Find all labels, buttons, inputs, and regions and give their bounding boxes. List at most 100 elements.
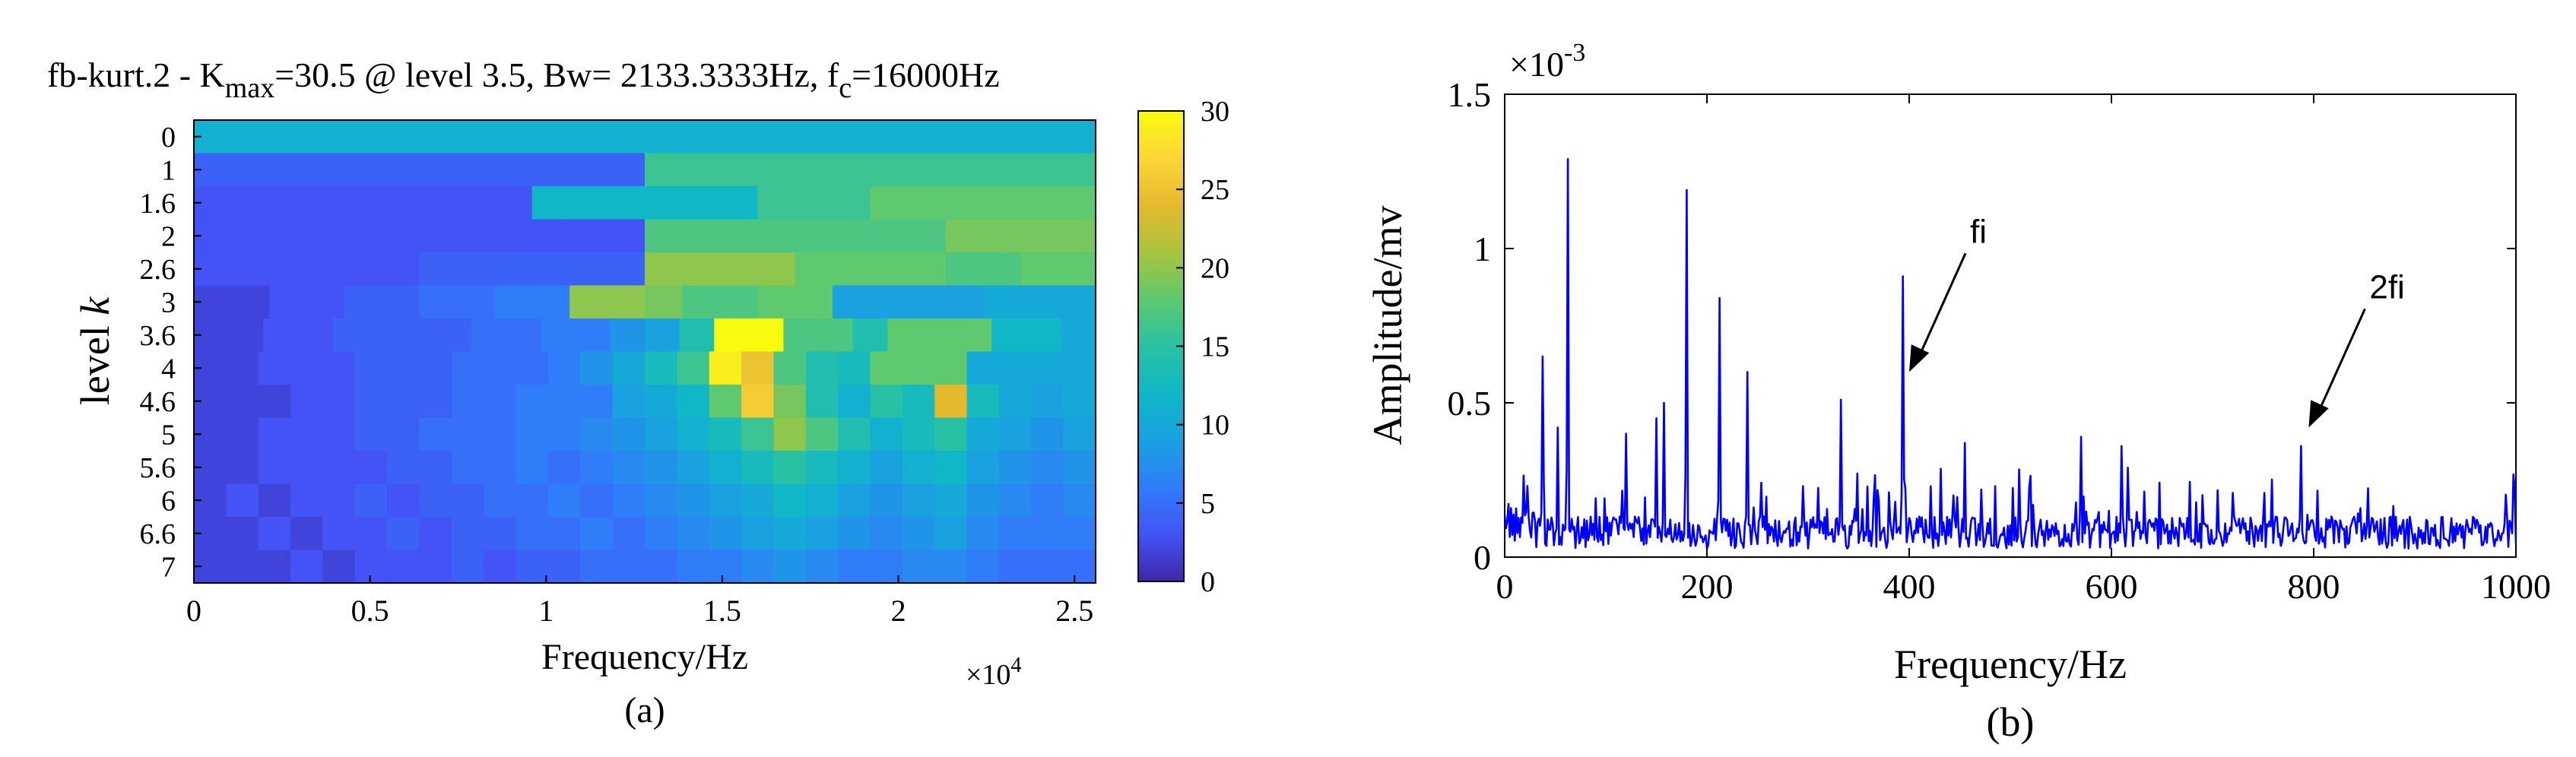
level-tick-label: 2 — [161, 220, 176, 252]
heatmap-cell — [531, 285, 570, 319]
annotation-arrow-head — [1909, 344, 1930, 372]
heatmap-cell — [805, 517, 839, 551]
heatmap-cell — [354, 517, 388, 551]
freq-tick-label: 0 — [186, 594, 201, 628]
colorbar-tick-label: 25 — [1201, 174, 1229, 206]
annotation-arrow-head — [2308, 400, 2329, 428]
heatmap-cell — [354, 483, 388, 518]
heatmap-cell — [966, 385, 1000, 419]
heatmap-cell — [741, 451, 775, 485]
heatmap-cell — [773, 483, 807, 518]
heatmap-cell — [419, 351, 452, 385]
heatmap-cell — [610, 318, 646, 353]
heatmap-cell — [709, 385, 742, 419]
heatmap-cell — [966, 451, 1000, 485]
heatmap-cell — [419, 186, 533, 220]
heatmap-cell — [934, 550, 968, 584]
heatmap-cell — [228, 318, 264, 353]
spectrum-y-tick-label: 0.5 — [1448, 384, 1492, 423]
heatmap-cell — [645, 219, 721, 253]
heatmap-cell — [870, 417, 903, 451]
heatmap-cell — [645, 186, 758, 220]
heatmap-cell — [805, 483, 839, 518]
heatmap-cell — [367, 318, 403, 353]
heatmap-cell — [471, 318, 507, 353]
heatmap-cell — [838, 483, 871, 518]
spectrum-x-tick-label: 1000 — [2481, 567, 2551, 606]
spectrum-x-tick-label: 400 — [1883, 567, 1936, 606]
heatmap-cell — [645, 153, 871, 187]
heatmap-cell — [966, 550, 1000, 584]
heatmap-cell — [1020, 252, 1096, 287]
level-tick-label: 5 — [161, 419, 176, 451]
heatmap-cell — [344, 219, 420, 253]
heatmap-cell — [998, 385, 1032, 419]
heatmap-cell — [741, 517, 775, 551]
heatmap-cell — [870, 252, 946, 287]
heatmap-cell — [966, 517, 1000, 551]
heatmap-cell — [741, 417, 775, 451]
level-tick-label: 1 — [161, 154, 176, 186]
heatmap-cell — [547, 483, 581, 518]
heatmap-cell — [741, 550, 775, 584]
heatmap-cell — [580, 550, 614, 584]
spectrum-x-tick-label: 0 — [1496, 567, 1514, 606]
heatmap-cell — [451, 517, 484, 551]
level-tick-label: 3 — [161, 287, 176, 318]
heatmap-cell — [838, 451, 871, 485]
heatmap-cell — [714, 318, 750, 353]
heatmap-cell — [419, 517, 452, 551]
heatmap-cell — [322, 517, 356, 551]
heatmap-cell — [795, 285, 833, 319]
heatmap-cell — [902, 417, 935, 451]
heatmap-cell — [290, 451, 324, 485]
heatmap-cell — [907, 285, 946, 319]
heatmap-cell — [1031, 550, 1064, 584]
heatmap-cell — [709, 351, 742, 385]
heatmap-cell — [991, 318, 1027, 353]
heatmap-cell — [870, 385, 903, 419]
spectrum-y-tick-label: 0 — [1474, 538, 1491, 577]
heatmap-cell — [231, 285, 270, 319]
heatmap-cell — [612, 385, 646, 419]
heatmap-cell — [484, 417, 517, 451]
heatmap-cell — [682, 285, 721, 319]
heatmap-cell — [306, 285, 345, 319]
heatmap-cell — [354, 351, 388, 385]
heatmap-cell — [612, 550, 646, 584]
heatmap-cell — [451, 385, 484, 419]
heatmap-cell — [719, 219, 796, 253]
heatmap-cell — [645, 417, 677, 451]
heatmap-cell — [956, 318, 992, 353]
heatmap-cell — [322, 483, 356, 518]
heatmap-cell — [1020, 219, 1096, 253]
heatmap-cell — [838, 385, 871, 419]
heatmap-cell — [290, 517, 324, 551]
heatmap-cell — [645, 550, 677, 584]
heatmap-cell — [805, 417, 839, 451]
heatmap-cell — [934, 385, 968, 419]
heatmap-cell — [902, 385, 935, 419]
heatmap-cell — [741, 483, 775, 518]
heatmap-cell — [322, 385, 356, 419]
heatmap-cell — [607, 285, 646, 319]
heatmap-cell — [870, 351, 903, 385]
heatmap-cell — [297, 318, 334, 353]
heatmap-cell — [1031, 451, 1064, 485]
heatmap-cell — [516, 385, 549, 419]
kurtogram-y-axis-label: level k — [72, 296, 118, 405]
heatmap-cell — [982, 186, 1096, 220]
heatmap-cell — [870, 451, 903, 485]
heatmap-cells — [194, 120, 1096, 584]
heatmap-cell — [194, 120, 1096, 154]
heatmap-cell — [998, 351, 1032, 385]
heatmap-cell — [354, 550, 388, 584]
heatmap-cell — [998, 550, 1032, 584]
heatmap-cell — [194, 219, 270, 253]
annotation-arrow-shaft — [1917, 252, 1967, 359]
heatmap-cell — [982, 285, 1021, 319]
heatmap-cell — [484, 550, 517, 584]
heatmap-cell — [516, 517, 549, 551]
heatmap-cell — [1061, 318, 1096, 353]
annotation-label: fi — [1970, 213, 1987, 250]
